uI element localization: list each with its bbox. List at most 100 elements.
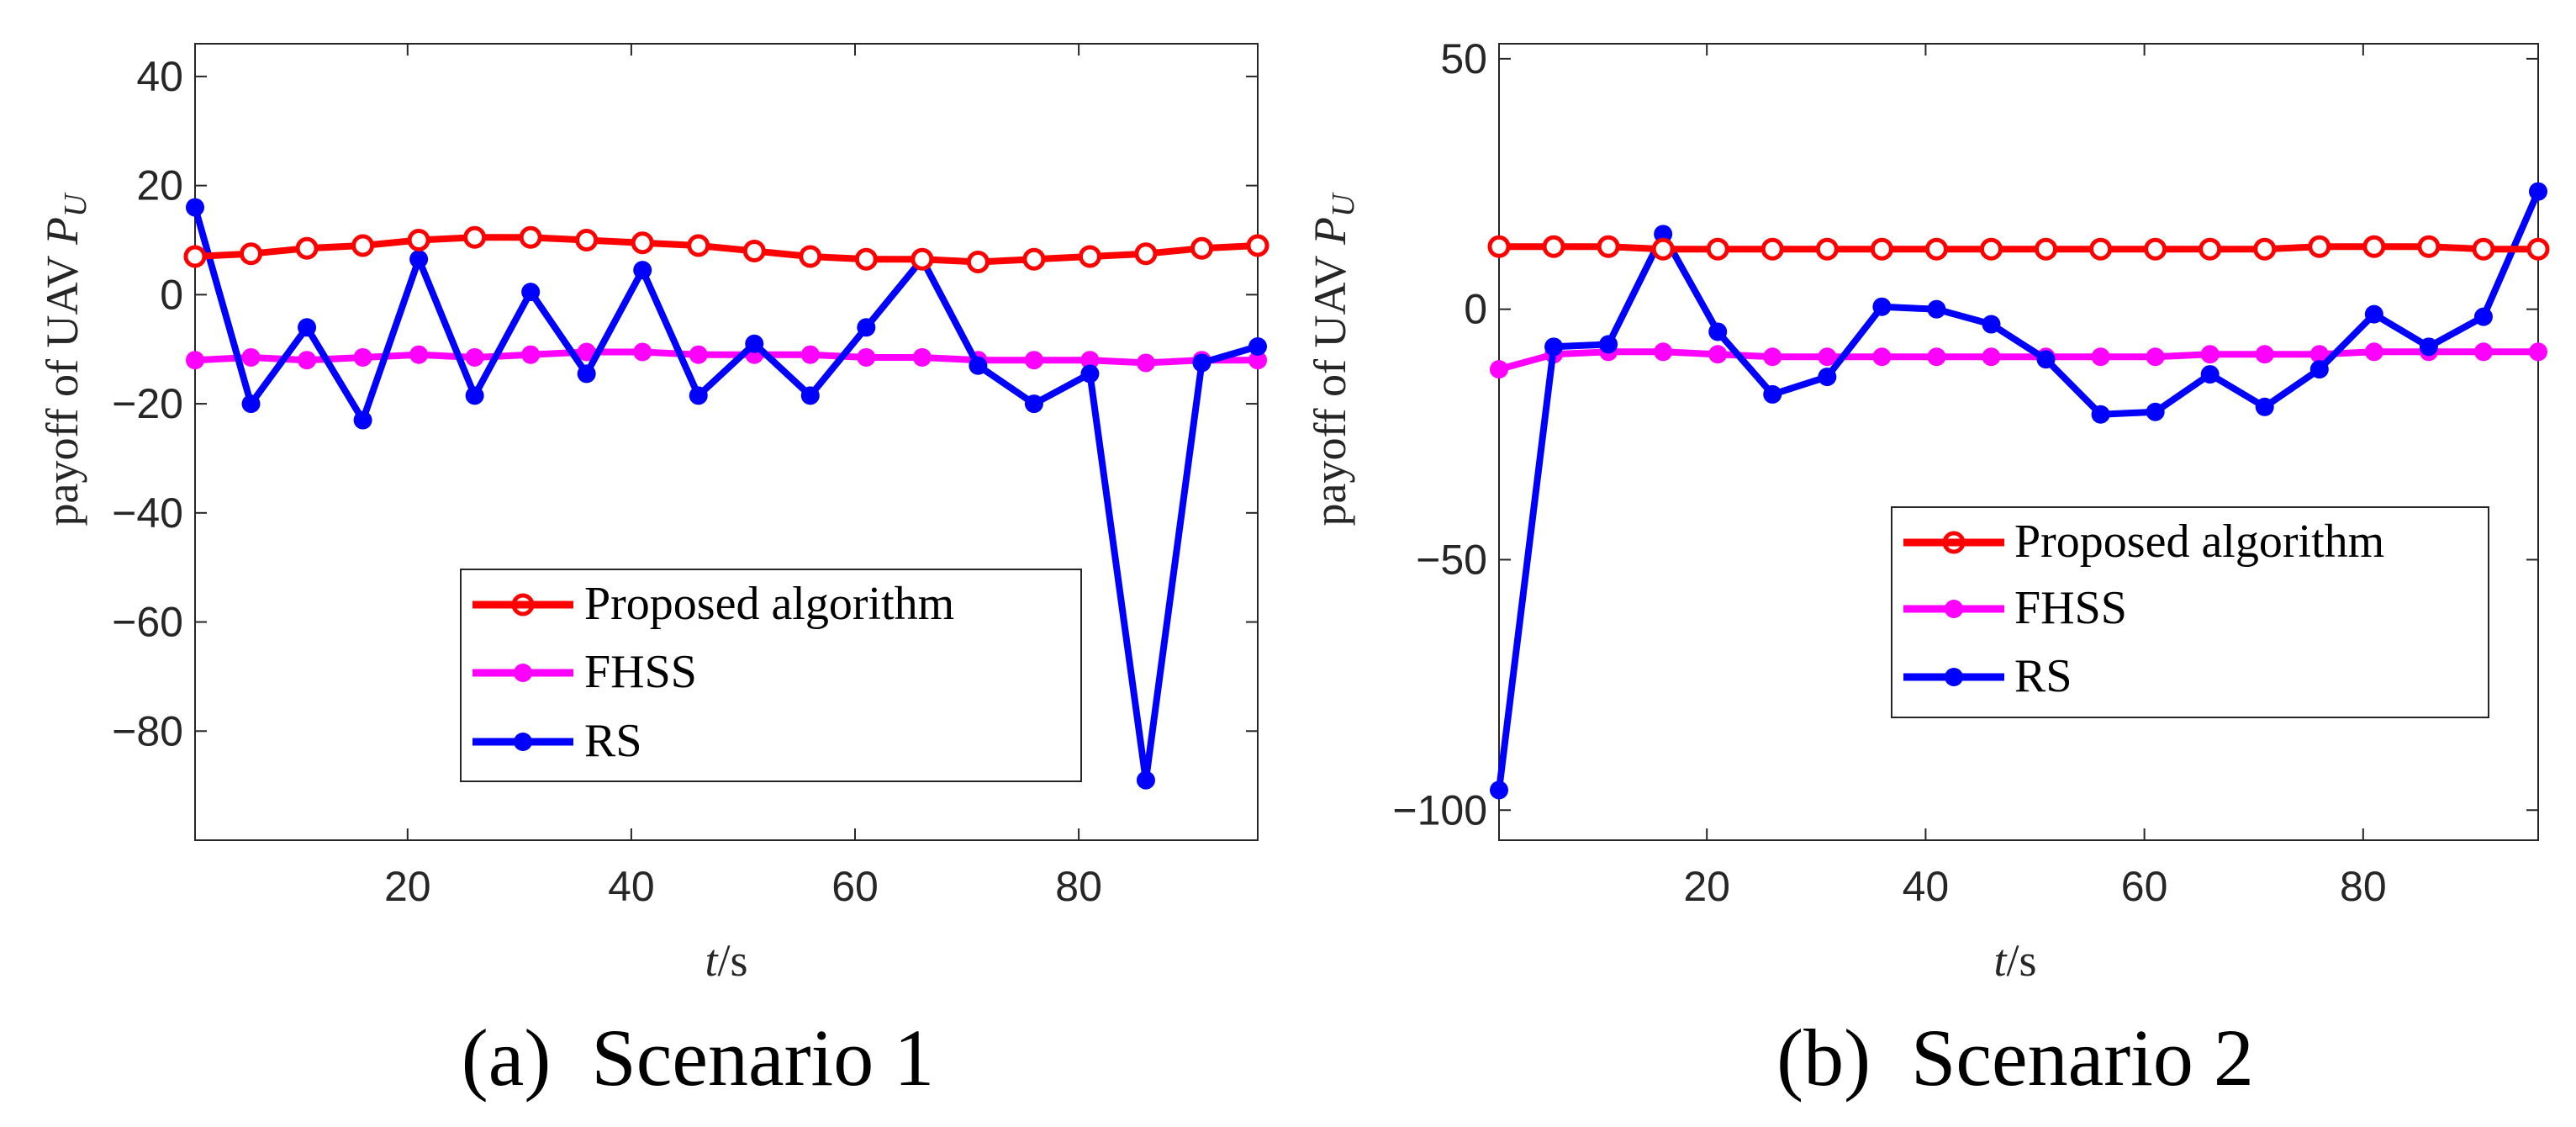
data-point	[1927, 347, 1946, 367]
data-point	[857, 318, 876, 337]
data-point	[1924, 237, 1948, 261]
data-point	[1544, 337, 1564, 357]
series-line	[194, 348, 1258, 367]
legend-label-rs: RS	[2014, 650, 2072, 702]
series-proposed-algorithm	[183, 225, 1270, 273]
data-point	[465, 347, 484, 367]
data-point	[1080, 364, 1100, 384]
x-axis-label: t/s	[705, 935, 747, 986]
data-point	[1190, 236, 1213, 260]
data-point	[241, 347, 261, 367]
data-point	[577, 364, 596, 384]
data-point	[1927, 299, 1946, 319]
data-point	[1979, 237, 2003, 261]
data-point	[745, 334, 764, 353]
data-point	[633, 342, 652, 362]
caption-scenario-2: (b) Scenario 2	[1776, 1013, 2254, 1103]
y-tick-label: 40	[136, 53, 183, 100]
y-tick-labels: 50 0 −50 −100	[1392, 35, 1487, 833]
data-point	[2472, 237, 2495, 261]
legend-marker-fhss	[514, 664, 532, 682]
legend: Proposed algorithm FHSS RS	[460, 569, 1082, 782]
data-point	[1708, 345, 1728, 364]
y-tick-label: −60	[112, 599, 183, 646]
data-point	[799, 245, 822, 268]
tick-marks	[195, 44, 1258, 840]
data-point	[2091, 347, 2110, 367]
data-point	[1982, 315, 2001, 334]
y-tick-label: −40	[112, 489, 183, 537]
data-point	[1870, 237, 1893, 261]
data-point	[2146, 347, 2165, 367]
data-point	[1651, 237, 1675, 261]
data-point	[969, 356, 988, 375]
series-fhss	[1490, 342, 2547, 379]
data-point	[1542, 235, 1565, 258]
y-tick-labels: 40 20 0 −20 −40 −60 −80	[112, 53, 183, 754]
data-point	[1982, 347, 2001, 367]
y-tick-label: 0	[1464, 286, 1487, 333]
data-point	[1487, 235, 1511, 258]
legend-marker-fhss	[1945, 600, 1963, 618]
x-tick-label: 40	[1903, 863, 1950, 910]
data-point	[1872, 347, 1892, 367]
data-point	[463, 225, 487, 249]
data-point	[298, 318, 317, 337]
data-point	[407, 229, 430, 252]
data-point	[353, 410, 372, 430]
data-point	[353, 347, 372, 367]
data-point	[465, 386, 484, 405]
legend-label-proposed: Proposed algorithm	[584, 578, 954, 630]
data-point	[351, 234, 375, 257]
data-point	[2255, 345, 2274, 364]
data-point	[298, 351, 317, 370]
data-point	[631, 231, 654, 255]
data-point	[577, 342, 596, 362]
y-tick-label: −20	[112, 380, 183, 427]
data-point	[1815, 237, 1839, 261]
data-point	[2473, 307, 2493, 326]
legend-label-rs: RS	[584, 715, 642, 767]
data-point	[2309, 345, 2329, 364]
data-point	[1763, 384, 1782, 404]
data-point	[2419, 337, 2438, 357]
legend: Proposed algorithm FHSS RS	[1891, 506, 2489, 718]
legend-marker-rs	[1945, 668, 1963, 686]
data-point	[2091, 405, 2110, 424]
data-point	[800, 345, 820, 364]
series-proposed-algorithm	[1487, 235, 2550, 261]
data-point	[2526, 237, 2550, 261]
panel-scenario-1: 40 20 0 −20 −40 −60 −80 20 40 60 80 payoff of UAV…	[37, 43, 1270, 1103]
data-point	[633, 261, 652, 280]
data-point	[409, 345, 429, 364]
data-point	[1872, 297, 1892, 316]
data-point	[742, 239, 766, 262]
data-point	[911, 247, 934, 271]
y-tick-label: −80	[112, 707, 183, 754]
data-point	[2144, 237, 2167, 261]
data-point	[2364, 342, 2383, 362]
series-layer	[183, 198, 1270, 790]
x-tick-label: 40	[608, 863, 655, 910]
data-point	[854, 247, 878, 271]
x-tick-label: 20	[1683, 863, 1730, 910]
data-point	[1078, 245, 1101, 268]
data-point	[1708, 322, 1728, 341]
y-tick-label: −50	[1416, 536, 1487, 583]
data-point	[1818, 347, 1837, 367]
data-point	[2364, 304, 2383, 324]
data-point	[1654, 225, 1673, 244]
data-point	[2362, 235, 2386, 258]
data-point	[241, 394, 261, 414]
data-point	[2417, 235, 2441, 258]
data-point	[1706, 237, 1729, 261]
x-tick-label: 60	[831, 863, 879, 910]
data-point	[2146, 402, 2165, 421]
data-point	[687, 234, 710, 257]
data-point	[1597, 235, 1620, 258]
data-point	[409, 250, 429, 269]
data-point	[1763, 347, 1782, 367]
data-point	[519, 225, 542, 249]
data-point	[575, 229, 599, 252]
